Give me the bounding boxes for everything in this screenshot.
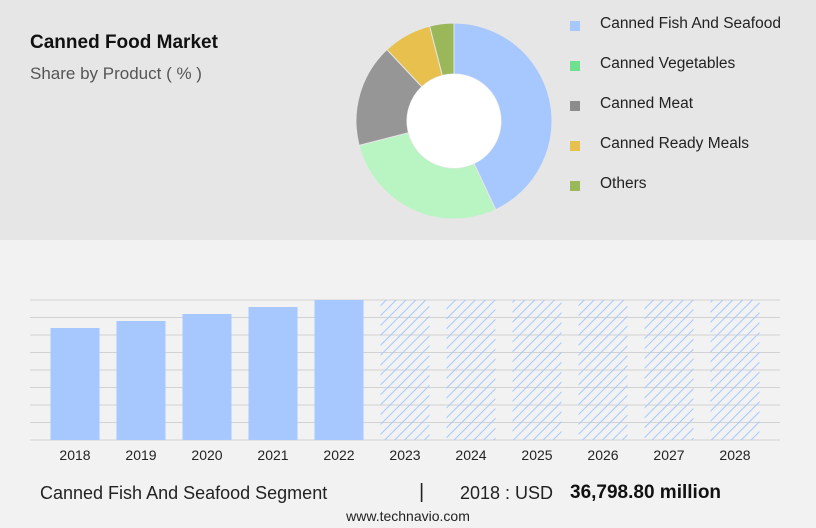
legend-swatch (570, 101, 580, 111)
bar-2019 (116, 321, 166, 440)
footer-year-label: 2018 : USD (460, 483, 554, 503)
x-tick-label: 2028 (719, 447, 750, 463)
bottom-panel: 2018 2019 2020 2021 2022 2023 2024 2025 2026 2027… (0, 240, 816, 528)
x-tick-label: 2021 (257, 447, 288, 463)
footer-value: 36,798.80 million (570, 482, 722, 503)
bar-2022 (314, 300, 364, 440)
donut-chart (355, 22, 553, 220)
legend-item-vegetables: Canned Vegetables (570, 56, 800, 72)
bar-2020 (182, 314, 232, 440)
legend-swatch (570, 141, 580, 151)
legend-label: Canned Vegetables (600, 55, 736, 72)
legend-item-ready-meals: Canned Ready Meals (570, 136, 800, 152)
bar-2027-forecast (644, 300, 694, 440)
x-tick-label: 2020 (191, 447, 222, 463)
legend-label: Canned Meat (600, 95, 694, 112)
bar-2025-forecast (512, 300, 562, 440)
legend-swatch (570, 61, 580, 71)
bar-2018 (50, 328, 100, 440)
bar-2023-forecast (380, 300, 430, 440)
legend-item-others: Others (570, 176, 800, 192)
bar-2021 (248, 307, 298, 440)
x-tick-label: 2018 (59, 447, 90, 463)
footer-segment-label: Canned Fish And Seafood Segment (40, 483, 328, 503)
bar-2026-forecast (578, 300, 628, 440)
x-tick-label: 2026 (587, 447, 618, 463)
footer-separator: | (419, 481, 425, 503)
legend-label: Canned Fish And Seafood (600, 15, 781, 32)
legend-swatch (570, 21, 580, 31)
legend-swatch (570, 181, 580, 191)
x-tick-label: 2027 (653, 447, 684, 463)
x-tick-label: 2023 (389, 447, 420, 463)
legend-item-fish-seafood: Canned Fish And Seafood (570, 16, 800, 32)
legend-item-meat: Canned Meat (570, 96, 800, 112)
donut-hole (407, 74, 501, 168)
x-tick-label: 2024 (455, 447, 486, 463)
x-tick-label: 2019 (125, 447, 156, 463)
x-tick-label: 2025 (521, 447, 552, 463)
chart-subtitle: Share by Product ( % ) (30, 64, 202, 83)
bar-chart: 2018 2019 2020 2021 2022 2023 2024 2025 2026 2027… (30, 299, 780, 463)
bar-2024-forecast (446, 300, 496, 440)
legend-label: Others (600, 175, 647, 192)
bar-2028-forecast (710, 300, 760, 440)
chart-title: Canned Food Market (30, 32, 218, 53)
x-tick-label: 2022 (323, 447, 354, 463)
source-url: www.technavio.com (346, 508, 470, 524)
legend-label: Canned Ready Meals (600, 135, 750, 152)
